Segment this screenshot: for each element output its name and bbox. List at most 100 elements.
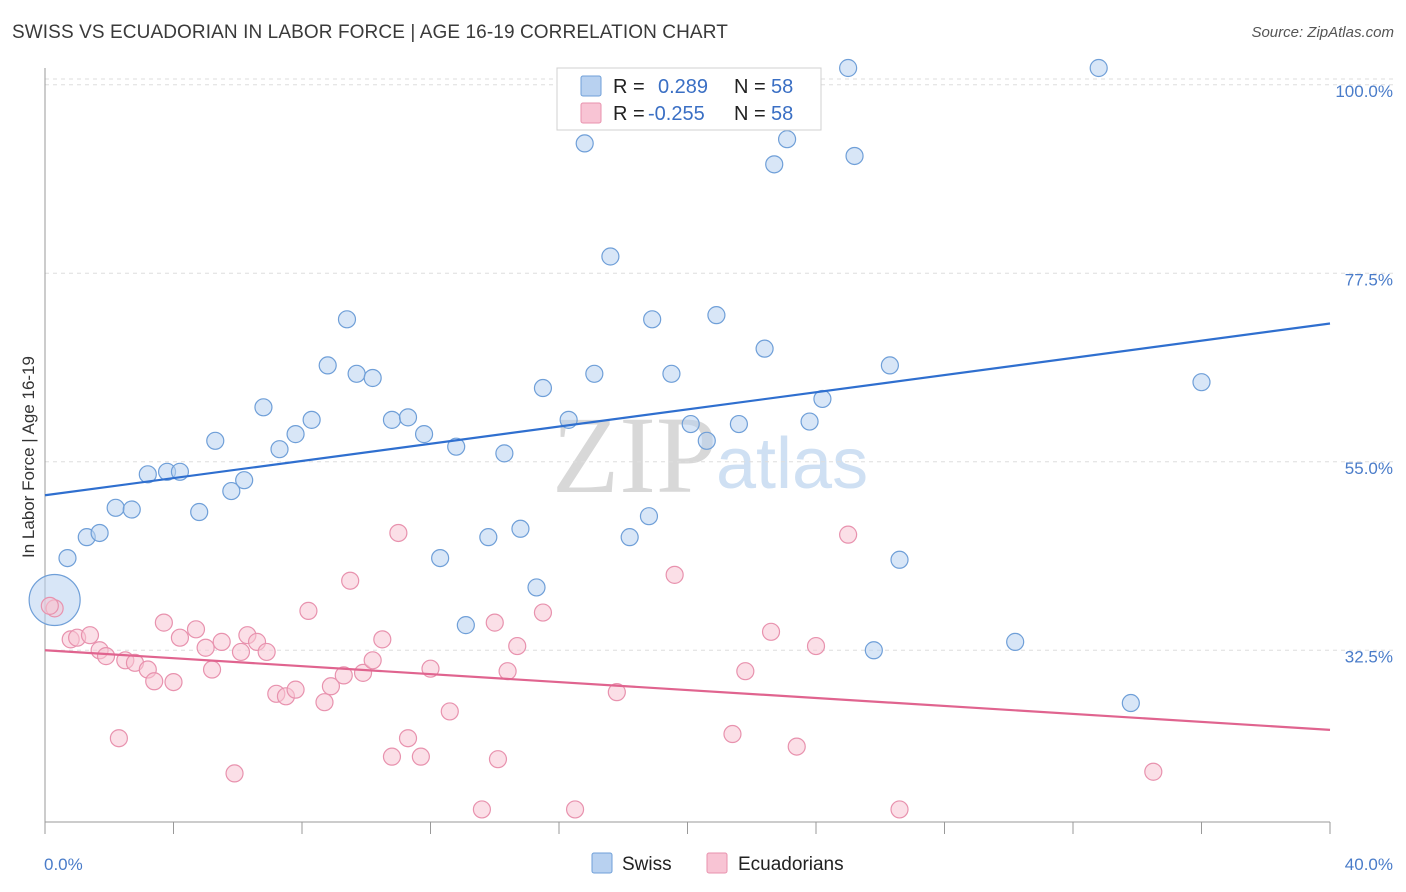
ecuadorian-point [109,729,128,748]
ecuadorian-point [761,622,781,641]
swiss-point [235,471,254,490]
ecuadorian-point [565,800,585,819]
swiss-point [90,523,109,543]
swiss-point [254,398,273,417]
ecuadorian-point [472,800,491,819]
swiss-point [527,578,546,597]
ecuadorian-point [398,729,418,748]
swiss-point [479,528,498,547]
ecuadorian-point [508,636,527,656]
ecuadorian-point [212,632,231,651]
x-tick-marks [44,822,1331,834]
legend-swatch-ecuadorian [580,102,602,124]
ecuadorian-point [498,662,517,681]
ecuadorian-point [411,747,430,766]
swiss-point [1121,693,1140,713]
ecuadorian-point [665,565,684,584]
bottom-legend-swatch-swiss [591,852,613,874]
legend-swatch-swiss [580,75,602,97]
gridlines [45,78,1395,651]
swiss-point [1006,632,1025,651]
ecuadorian-point [373,630,392,649]
ecuadorian-point [225,764,244,783]
ecuadorian-point [170,628,190,647]
ecuadorian-point [723,724,742,744]
swiss-point [681,414,700,434]
ecuadorian-point [286,680,305,699]
swiss-point [318,356,337,375]
y-axis-label: In Labor Force | Age 16-19 [19,356,38,558]
swiss-point [639,507,659,526]
swiss-point [800,412,819,431]
swiss-point [456,616,475,635]
y-tick-label: 100.0% [1335,82,1393,101]
x-tick-label-max: 40.0% [1345,855,1393,874]
watermark-atlas: atlas [716,424,868,504]
ecuadorian-point [334,666,353,685]
swiss-point [286,425,305,444]
ecuadorian-trend-line [44,649,1331,731]
x-tick-label-min: 0.0% [44,855,83,874]
swiss-point [347,364,366,383]
swiss-point [337,310,357,329]
swiss-point [106,498,125,517]
swiss-point [585,364,604,383]
swiss-point [533,378,553,398]
ecuadorian-point [607,683,626,702]
swiss-point [697,431,716,450]
ecuadorian-point [80,626,100,645]
swiss-point [190,502,209,522]
swiss-point [495,444,514,463]
ecuadorian-point [533,603,553,622]
swiss-point [755,339,774,358]
ecuadorian-point [341,571,360,590]
ecuadorian-point [202,660,222,679]
ecuadorian-point [485,613,504,632]
swiss-point [363,368,382,388]
ecuadorian-point [231,642,251,662]
swiss-point [1192,373,1211,392]
swiss-point [382,410,402,429]
swiss-point [620,528,639,547]
bottom-legend-swatch-ecuadorian [706,852,728,874]
ecuadorian-point [890,800,909,819]
ecuadorian-points [40,523,1163,819]
swiss-point [662,364,681,383]
source-credit: Source: ZipAtlas.com [1251,24,1394,41]
y-tick-label: 32.5% [1345,647,1393,666]
legend-r-value-ecuadorian: -0.255 [648,103,705,125]
legend-n-value-swiss: 58 [771,76,793,98]
ecuadorian-point [1144,762,1163,781]
ecuadorian-point [382,747,402,766]
ecuadorian-point [806,636,826,656]
ecuadorian-point [787,737,806,756]
ecuadorian-point [96,647,116,666]
swiss-point [138,465,157,484]
swiss-point [864,641,883,660]
ecuadorian-point [389,523,408,543]
swiss-point [447,437,466,456]
ecuadorian-point [154,613,173,632]
legend-n-label-ecuadorian: N = [734,103,766,125]
bottom-legend-swiss: Swiss [622,854,672,875]
swiss-point [765,155,784,174]
swiss-point [880,356,899,375]
swiss-point [845,146,864,166]
ecuadorian-point [186,620,206,639]
y-tick-label: 55.0% [1345,459,1393,478]
swiss-point [222,481,241,501]
ecuadorian-point [839,525,858,544]
ecuadorian-point [40,596,59,615]
swiss-point [777,130,797,149]
bottom-legend: Swiss Ecuadorians [591,852,844,875]
swiss-point [398,408,418,427]
chart-title: SWISS VS ECUADORIAN IN LABOR FORCE | AGE… [12,22,728,43]
ecuadorian-point [736,662,755,681]
legend-n-label-swiss: N = [734,76,766,98]
ecuadorian-point [196,638,215,657]
swiss-point [431,548,450,568]
trend-lines [44,322,1331,731]
bottom-legend-ecuadorians: Ecuadorians [738,854,844,875]
swiss-point [729,414,749,434]
